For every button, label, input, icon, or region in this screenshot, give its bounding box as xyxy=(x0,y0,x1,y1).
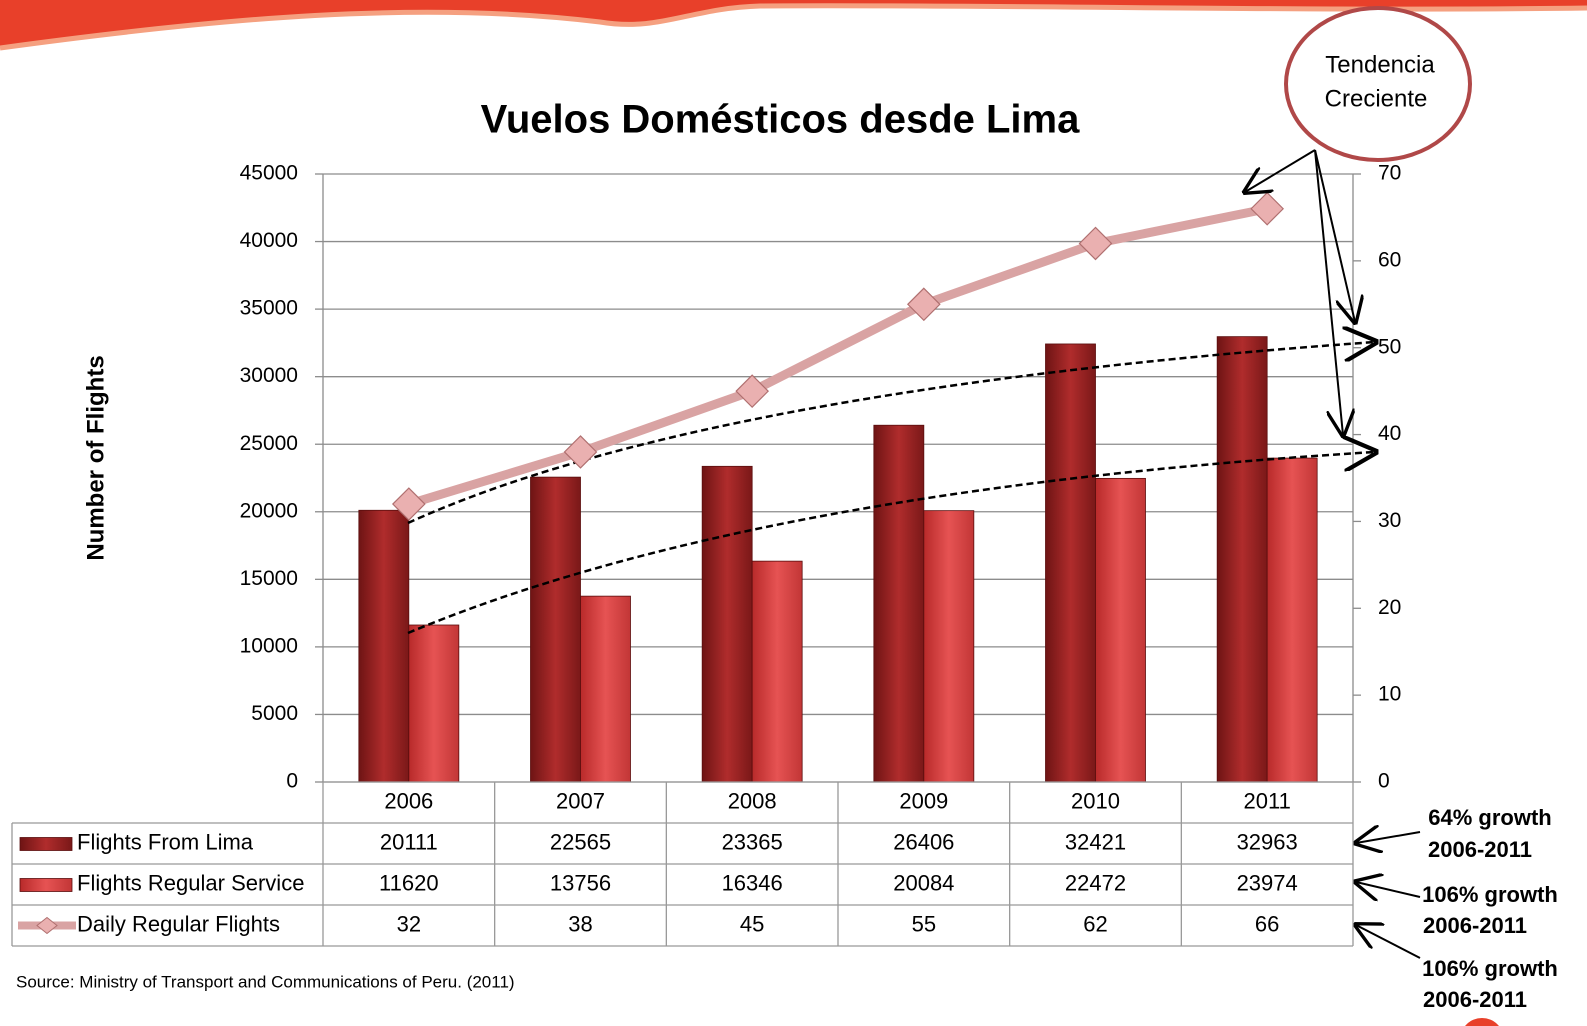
bar xyxy=(530,476,581,783)
line-marker xyxy=(391,487,426,521)
annotation-bubble xyxy=(1284,6,1472,162)
trend-line xyxy=(407,452,1375,635)
table-cell: 66 xyxy=(1255,911,1279,936)
y2-tick-label: 50 xyxy=(1378,335,1401,358)
arrow xyxy=(1356,832,1421,843)
line-marker xyxy=(735,374,770,408)
bar xyxy=(873,424,925,783)
bar xyxy=(1045,343,1096,783)
line xyxy=(407,204,1269,509)
bar xyxy=(1095,477,1146,783)
annotation: Tendencia xyxy=(1325,51,1435,78)
line-marker xyxy=(906,287,941,322)
y2-tick-label: 30 xyxy=(1378,509,1401,532)
bar xyxy=(358,509,410,783)
table-cell: 55 xyxy=(912,911,936,936)
trend-line xyxy=(407,342,1375,525)
table-cell: 20084 xyxy=(893,870,954,895)
y2-tick-label: 20 xyxy=(1378,596,1401,619)
table-cell: 20111 xyxy=(380,829,438,854)
bar xyxy=(701,465,753,783)
x-tick-label: 2010 xyxy=(1071,788,1120,813)
x-tick-label: 2007 xyxy=(556,788,605,813)
legend-key xyxy=(36,916,58,935)
x-tick-label: 2011 xyxy=(1244,788,1291,813)
table-cell: 26406 xyxy=(893,829,954,854)
y-tick-label: 5000 xyxy=(251,702,298,725)
annotation: Creciente xyxy=(1325,85,1428,112)
legend-label: Flights Regular Service xyxy=(77,870,304,895)
table-cell: 23365 xyxy=(722,829,783,854)
legend-key xyxy=(19,878,73,892)
y2-tick-label: 10 xyxy=(1378,683,1401,706)
chart-title: Vuelos Domésticos desde Lima xyxy=(481,98,1080,142)
y2-tick-label: 40 xyxy=(1378,422,1401,445)
table-cell: 23974 xyxy=(1237,870,1298,895)
table-cell: 32421 xyxy=(1065,829,1126,854)
table-cell: 22472 xyxy=(1065,870,1126,895)
decoration xyxy=(1465,1018,1499,1026)
annotation: 2006-2011 xyxy=(1423,913,1527,938)
table-cell: 16346 xyxy=(722,870,783,895)
x-tick-label: 2006 xyxy=(384,788,433,813)
banner-edge xyxy=(0,3,1587,51)
arrow xyxy=(1356,882,1421,897)
x-tick-label: 2008 xyxy=(728,788,777,813)
y-tick-label: 30000 xyxy=(240,364,298,387)
table-cell: 38 xyxy=(568,911,592,936)
y-tick-label: 40000 xyxy=(240,229,298,252)
bar xyxy=(1266,457,1318,783)
y2-tick-label: 60 xyxy=(1378,248,1401,271)
annotation: 2006-2011 xyxy=(1423,987,1527,1012)
source: Source: Ministry of Transport and Commun… xyxy=(16,972,515,991)
y2-tick-label: 0 xyxy=(1378,770,1390,793)
table-cell: 62 xyxy=(1083,911,1107,936)
annotation: 106% growth xyxy=(1422,882,1558,907)
line-marker xyxy=(1250,191,1285,226)
table-cell: 32 xyxy=(397,911,421,936)
bar xyxy=(1216,336,1268,783)
bar xyxy=(408,624,460,783)
y-tick-label: 45000 xyxy=(240,162,298,185)
annotation: 2006-2011 xyxy=(1428,837,1532,862)
line-marker xyxy=(563,435,598,469)
bar xyxy=(580,595,631,783)
table-cell: 32963 xyxy=(1237,829,1298,854)
arrow xyxy=(1314,149,1343,435)
bar xyxy=(923,510,975,783)
table-cell: 13756 xyxy=(550,870,611,895)
legend-label: Flights From Lima xyxy=(77,829,254,854)
annotation: 64% growth xyxy=(1428,805,1551,830)
table-cell: 11620 xyxy=(379,870,439,895)
bar xyxy=(751,560,803,783)
legend-key xyxy=(19,837,73,851)
legend-label: Daily Regular Flights xyxy=(77,911,280,936)
y2-tick-label: 70 xyxy=(1378,162,1401,185)
x-tick-label: 2009 xyxy=(899,788,948,813)
y-tick-label: 35000 xyxy=(240,297,298,320)
y-axis-label: Number of Flights xyxy=(82,355,109,560)
y-tick-label: 0 xyxy=(286,770,298,793)
y-tick-label: 15000 xyxy=(240,567,298,590)
arrow xyxy=(1314,149,1355,322)
y-tick-label: 10000 xyxy=(240,634,298,657)
annotation: 106% growth xyxy=(1422,956,1558,981)
line-marker xyxy=(1078,226,1113,261)
y-tick-label: 25000 xyxy=(240,432,298,455)
table-cell: 45 xyxy=(740,911,764,936)
arrow xyxy=(1356,925,1421,959)
table-cell: 22565 xyxy=(550,829,611,854)
y-tick-label: 20000 xyxy=(240,499,298,522)
arrow xyxy=(1245,149,1316,192)
